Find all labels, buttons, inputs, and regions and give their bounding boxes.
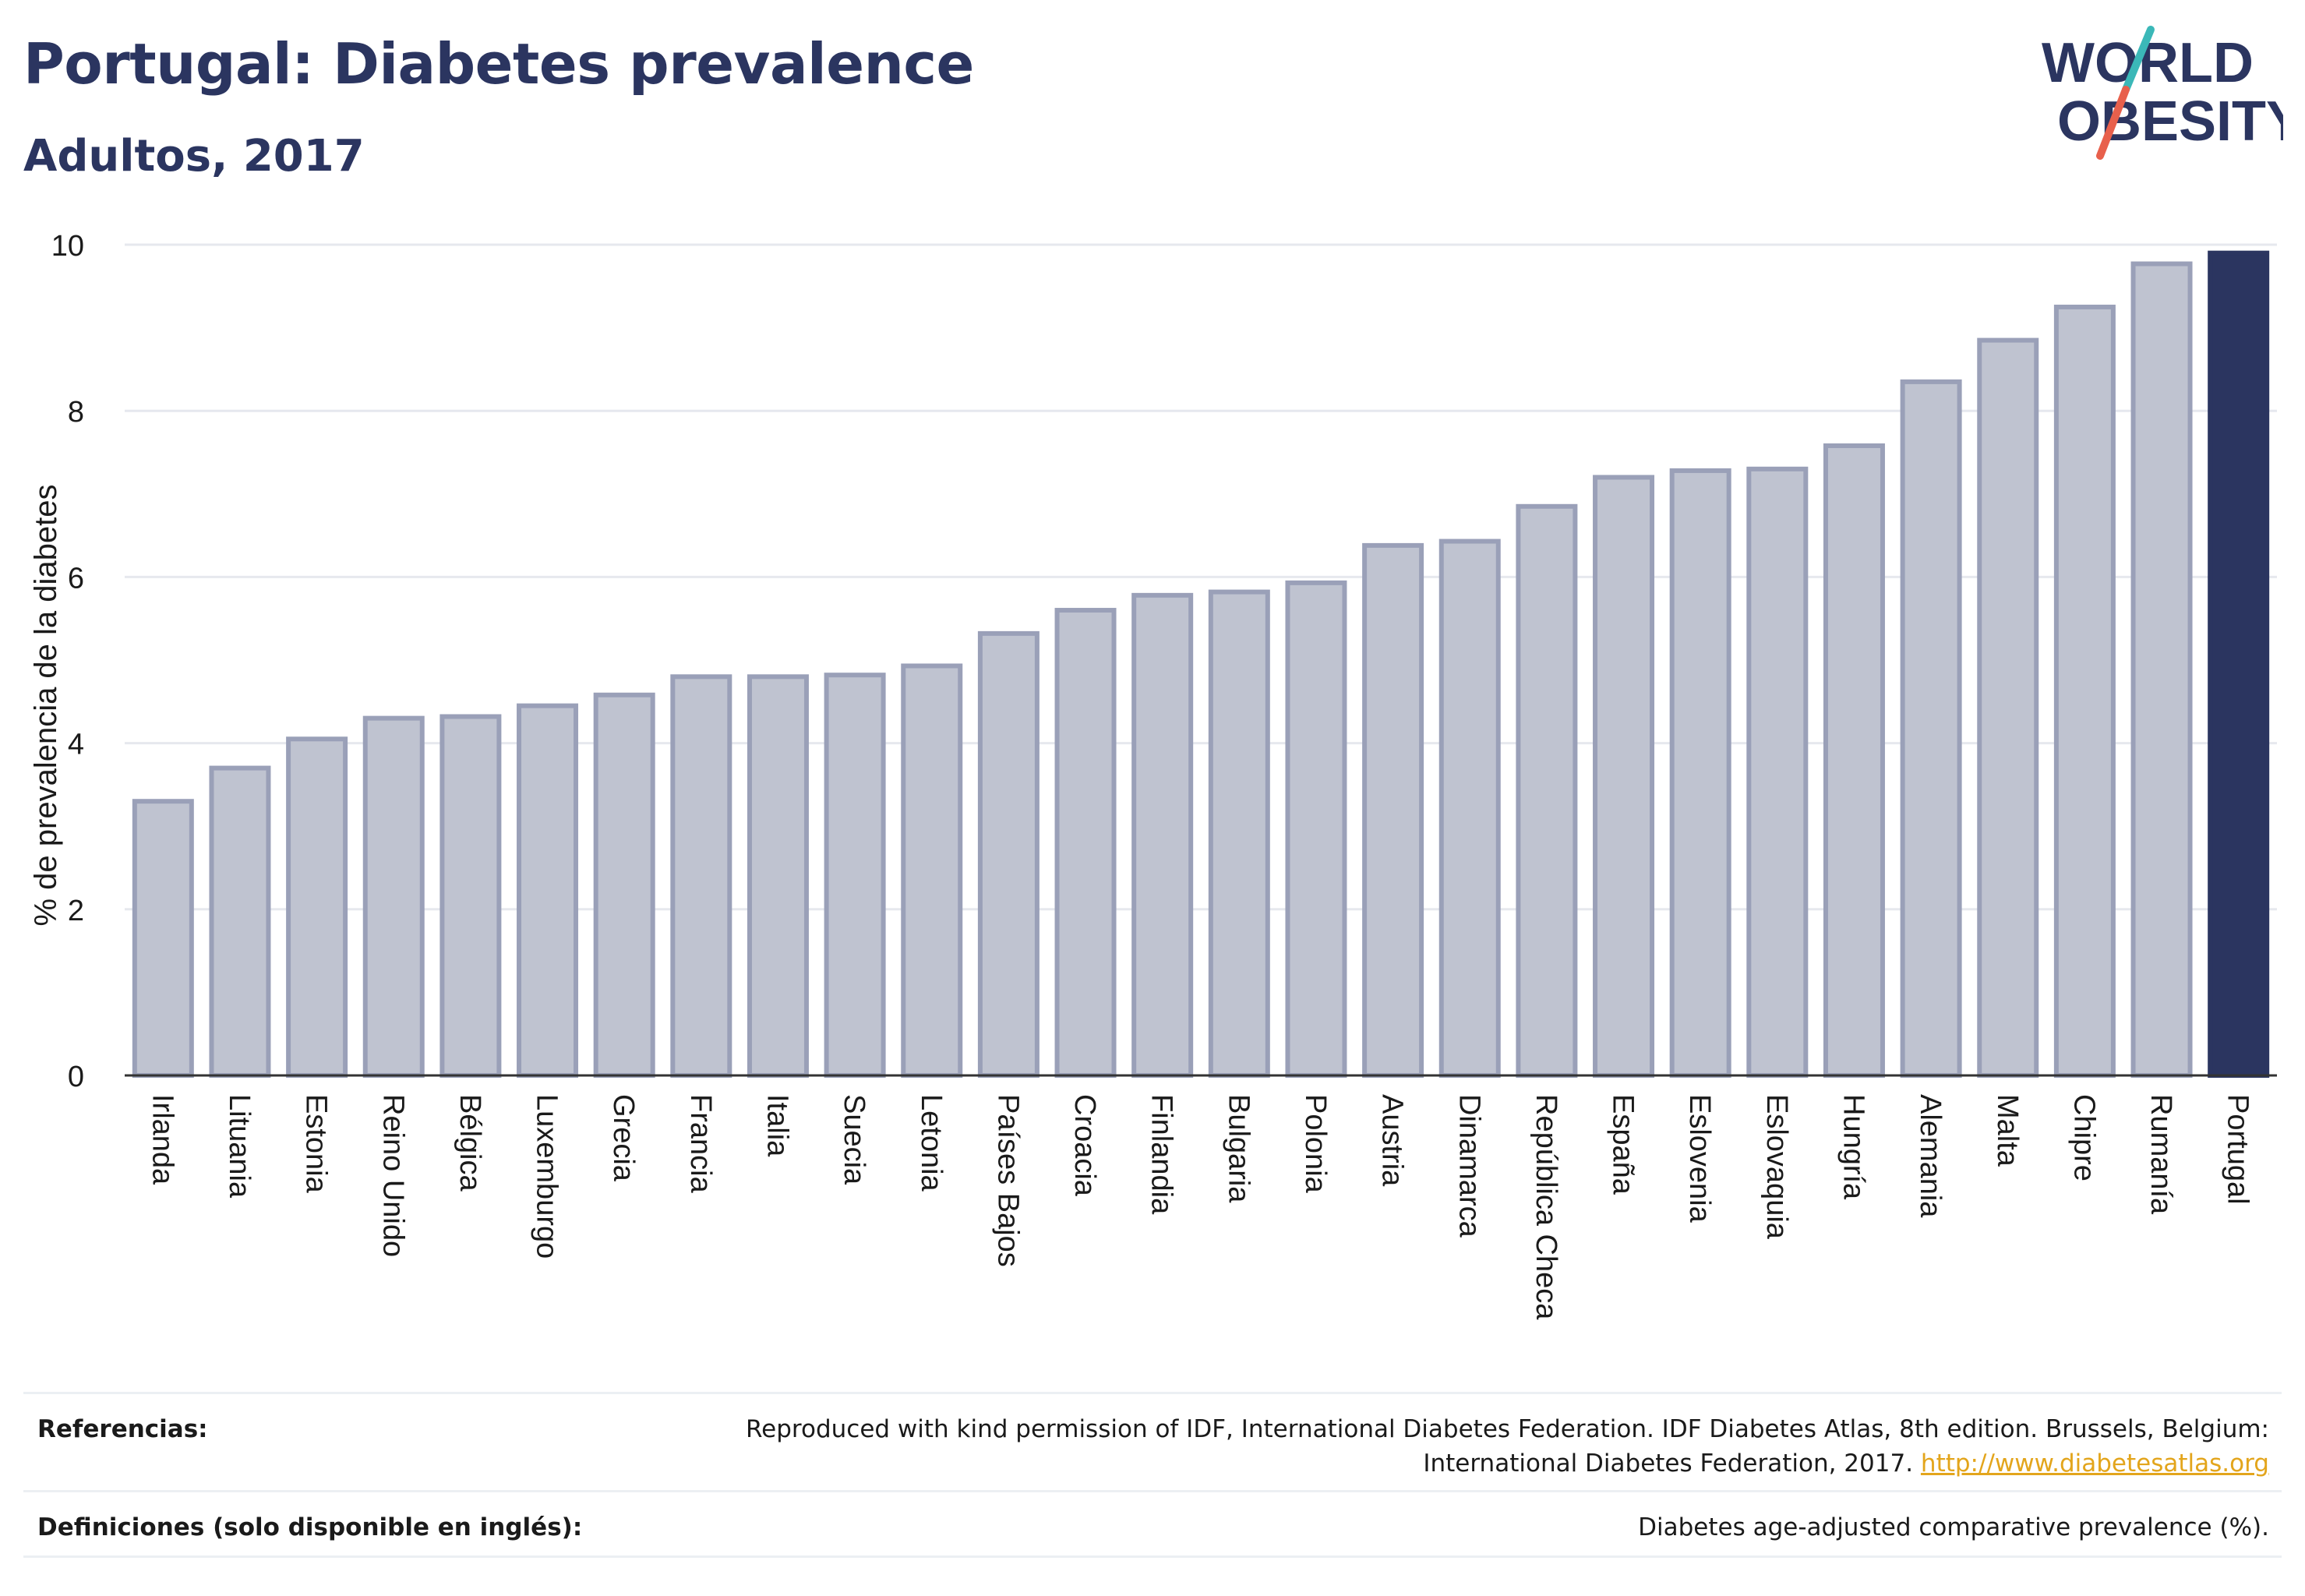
x-tick-label: Bulgaria xyxy=(1222,1094,1255,1203)
bar-austria xyxy=(1362,542,1424,1078)
x-tick-label: Austria xyxy=(1376,1094,1409,1187)
footer-divider-middle xyxy=(23,1490,2282,1492)
bar-portugal xyxy=(2208,250,2270,1078)
x-tick-label: Suecia xyxy=(838,1094,870,1185)
x-tick-label: Eslovenia xyxy=(1683,1094,1716,1223)
definitions-text: Diabetes age-adjusted comparative preval… xyxy=(1638,1513,2269,1541)
y-tick-label: 4 xyxy=(68,729,84,761)
x-tick-label: Malta xyxy=(1991,1094,2024,1167)
diabetes-atlas-link[interactable]: http://www.diabetesatlas.org xyxy=(1920,1449,2269,1478)
y-tick-label: 10 xyxy=(51,230,84,263)
bar-luxemburgo xyxy=(517,703,579,1078)
references-label: Referencias: xyxy=(37,1415,208,1443)
bar-bulgaria xyxy=(1208,589,1270,1078)
x-tick-label: Países Bajos xyxy=(991,1094,1024,1267)
bar-irlanda xyxy=(132,799,194,1078)
chart-title: Portugal: Diabetes prevalence xyxy=(23,31,974,97)
bar-eslovaquia xyxy=(1746,466,1809,1078)
bar-lituania xyxy=(209,765,271,1079)
bar-malta xyxy=(1977,337,2039,1078)
y-axis-label: % de prevalencia de la diabetes xyxy=(29,484,63,926)
references-line-1: Reproduced with kind permission of IDF, … xyxy=(746,1415,2269,1443)
bar-finlandia xyxy=(1131,592,1194,1078)
x-tick-label: Italia xyxy=(761,1094,793,1157)
x-tick-label: Irlanda xyxy=(146,1094,178,1185)
x-tick-label: Letonia xyxy=(915,1094,948,1192)
x-tick-label: Portugal xyxy=(2222,1094,2254,1205)
x-tick-label: España xyxy=(1607,1094,1640,1195)
bar-letonia xyxy=(901,663,963,1078)
bar-alemania xyxy=(1900,379,1962,1078)
bar-república-checa xyxy=(1516,503,1578,1078)
definitions-label: Definiciones (solo disponible en inglés)… xyxy=(37,1513,583,1541)
bar-croacia xyxy=(1054,608,1117,1078)
y-tick-label: 0 xyxy=(68,1061,84,1093)
footer-divider-top xyxy=(23,1392,2282,1394)
x-tick-label: Dinamarca xyxy=(1453,1094,1485,1238)
references-line-2-text: International Diabetes Federation, 2017. xyxy=(1423,1449,1914,1478)
axes: 0 2 4 6 8 10 Irlanda Lituania Estonia Reino Unido… xyxy=(51,230,2277,1320)
x-tick-label: Chipre xyxy=(2067,1094,2100,1181)
bar-estonia xyxy=(286,736,348,1079)
x-tick-label: Eslovaquia xyxy=(1760,1094,1793,1240)
footer-divider-bottom xyxy=(23,1555,2282,1558)
bar-reino-unido xyxy=(362,715,425,1078)
chart-subtitle: Adultos, 2017 xyxy=(23,131,365,182)
bar-suecia xyxy=(824,673,886,1078)
x-tick-label: Hungría xyxy=(1837,1094,1869,1200)
y-tick-label: 8 xyxy=(68,396,84,429)
y-tick-label: 6 xyxy=(68,562,84,595)
bar-eslovenia xyxy=(1669,468,1731,1078)
bar-españa xyxy=(1593,475,1655,1078)
logo-word-obesity: OBESITY xyxy=(2057,90,2283,153)
logo-slash-teal xyxy=(2122,26,2155,94)
bar-países-bajos xyxy=(977,630,1040,1078)
x-tick-label: Francia xyxy=(684,1094,717,1194)
bar-dinamarca xyxy=(1438,538,1501,1078)
world-obesity-logo: WORLD OBESITY xyxy=(2042,26,2283,160)
bar-hungría xyxy=(1823,443,1885,1078)
y-tick-label: 2 xyxy=(68,895,84,927)
x-tick-label: Grecia xyxy=(607,1094,640,1182)
bar-francia xyxy=(670,674,732,1078)
bar-polonia xyxy=(1285,580,1347,1078)
x-tick-label: Reino Unido xyxy=(376,1094,409,1257)
x-tick-label: Estonia xyxy=(300,1094,333,1194)
bar-chipre xyxy=(2053,304,2116,1078)
bars xyxy=(132,250,2270,1079)
logo-slash-red xyxy=(2096,86,2130,160)
x-tick-label: Rumanía xyxy=(2144,1094,2177,1215)
bar-rumanía xyxy=(2130,261,2193,1079)
x-tick-label: República Checa xyxy=(1530,1094,1562,1320)
bar-grecia xyxy=(593,692,655,1078)
x-tick-label: Finlandia xyxy=(1145,1094,1178,1215)
x-tick-label: Alemania xyxy=(1914,1094,1947,1218)
bar-italia xyxy=(747,674,809,1078)
bar-chart: 0 2 4 6 8 10 Irlanda Lituania Estonia Reino Unido… xyxy=(29,230,2277,1320)
bar-bélgica xyxy=(439,714,502,1078)
x-tick-label: Lituania xyxy=(223,1094,256,1199)
x-tick-label: Luxemburgo xyxy=(531,1094,563,1259)
x-tick-label: Polonia xyxy=(1299,1094,1332,1194)
references-text: Reproduced with kind permission of IDF, … xyxy=(555,1412,2269,1481)
x-tick-label: Croacia xyxy=(1068,1094,1101,1197)
references-line-2: International Diabetes Federation, 2017.… xyxy=(555,1446,2269,1481)
x-tick-label: Bélgica xyxy=(454,1094,486,1192)
